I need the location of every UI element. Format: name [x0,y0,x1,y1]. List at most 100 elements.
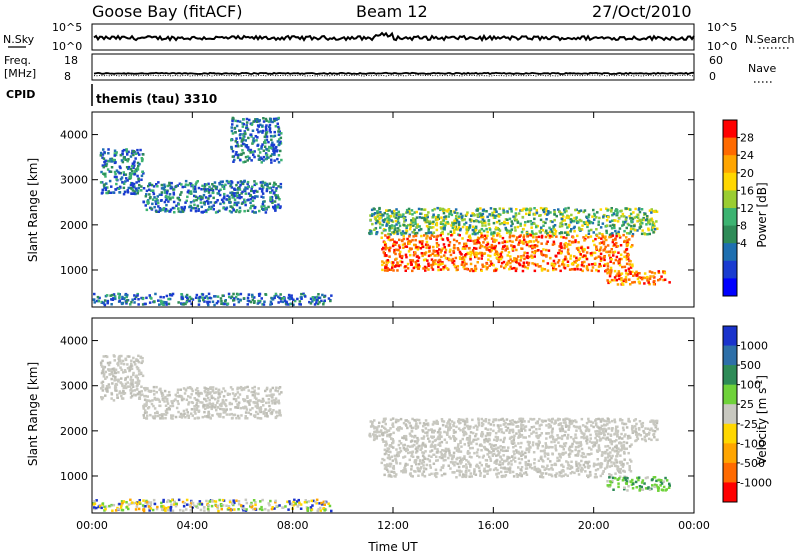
scatter-cell [273,191,276,194]
scatter-cell [584,237,587,241]
scatter-cell [393,240,396,243]
scatter-cell [176,196,179,200]
scatter-cell [248,403,251,406]
scatter-cell [300,292,303,296]
scatter-cell [445,209,448,212]
scatter-cell [502,423,505,426]
scatter-cell [278,411,282,415]
scatter-cell [140,296,143,300]
scatter-cell [496,227,500,230]
scatter-cell [427,428,430,432]
scatter-cell [602,249,605,252]
scatter-cell [171,292,175,296]
scatter-cell [177,203,180,206]
scatter-cell [528,255,531,259]
scatter-cell [468,226,471,229]
scatter-cell [210,394,213,398]
scatter-cell [419,228,423,231]
scatter-cell [119,166,122,170]
scatter-cell [191,298,195,301]
scatter-cell [265,401,268,405]
scatter-cell [207,197,210,200]
scatter-cell [567,225,571,228]
scatter-cell [601,436,605,440]
scatter-cell [448,241,452,244]
scatter-cell [257,392,260,396]
scatter-cell [134,168,138,171]
scatter-cell [559,269,562,273]
scatter-cell [278,143,281,146]
scatter-cell [387,235,391,239]
power-x-axis [91,112,695,307]
scatter-cell [118,391,121,395]
scatter-cell [565,236,568,240]
scatter-cell [539,265,542,268]
scatter-cell [262,117,265,120]
scatter-cell [602,256,606,259]
scatter-cell [453,219,456,223]
scatter-cell [646,275,649,279]
scatter-cell [599,264,603,268]
scatter-cell [394,227,397,230]
scatter-cell [514,260,518,263]
scatter-cell [569,220,573,224]
scatter-cell [171,206,175,210]
scatter-cell [211,386,215,389]
scatter-cell [227,507,230,510]
scatter-cell [222,395,226,398]
scatter-cell [566,248,570,251]
scatter-cell [145,417,148,420]
scatter-cell [461,237,464,240]
scatter-cell [123,190,127,194]
scatter-cell [127,186,130,190]
scatter-cell [257,125,261,128]
scatter-cell [290,294,293,297]
scatter-cell [216,504,220,508]
scatter-cell [477,237,481,240]
scatter-cell [540,432,543,435]
scatter-cell [196,390,200,393]
scatter-cell [375,430,379,434]
scatter-cell [378,222,382,226]
scatter-cell [244,160,247,163]
scatter-cell [428,249,431,253]
scatter-cell [444,215,447,218]
scatter-cell [579,268,582,271]
scatter-cell [423,252,426,255]
scatter-cell [234,393,238,396]
scatter-cell [531,232,534,235]
scatter-cell [557,259,561,262]
scatter-cell [652,231,655,234]
scatter-cell [414,243,417,247]
scatter-cell [256,416,260,420]
scatter-cell [432,231,436,234]
scatter-cell [99,154,103,157]
scatter-cell [184,388,188,391]
scatter-cell [614,430,618,433]
scatter-cell [401,243,405,246]
scatter-cell [414,222,417,226]
scatter-cell [426,259,429,262]
scatter-cell [237,145,240,148]
scatter-cell [315,498,319,502]
scatter-cell [558,427,562,431]
scatter-cell [156,201,160,205]
scatter-cell [181,185,184,189]
scatter-cell [258,409,262,412]
scatter-cell [538,230,541,233]
scatter-cell [457,215,461,218]
scatter-cell [249,413,253,416]
scatter-cell [553,224,557,227]
scatter-cell [405,225,409,228]
scatter-cell [193,199,196,202]
scatter-cell [442,420,446,423]
scatter-cell [590,424,593,427]
scatter-cell [518,239,522,242]
velocity-scatter [92,354,671,513]
scatter-cell [452,263,456,266]
scatter-cell [522,427,526,430]
scatter-cell [259,123,262,127]
scatter-cell [625,272,628,275]
scatter-cell [472,228,475,232]
